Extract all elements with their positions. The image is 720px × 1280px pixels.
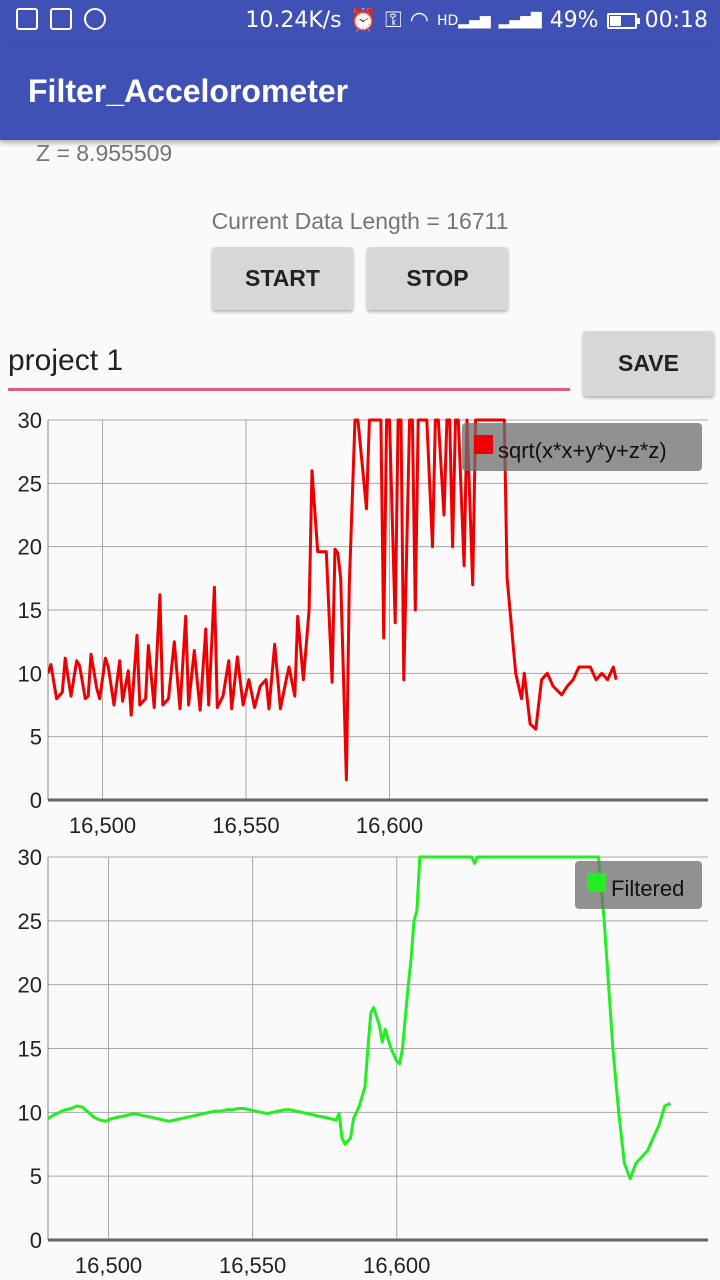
x-tick-label: 16,600 [363,1253,430,1278]
y-tick-label: 10 [18,1100,42,1125]
key-icon: ⚿ [385,8,402,33]
x-tick-label: 16,550 [219,1253,286,1278]
y-tick-label: 25 [18,471,42,496]
x-tick-label: 16,500 [69,813,136,838]
y-tick-label: 30 [18,845,42,870]
y-tick-label: 20 [18,535,42,560]
start-button[interactable]: START [212,247,353,310]
y-tick-label: 0 [30,788,42,813]
filtered-series-line [48,855,672,1181]
project-name-input[interactable]: project 1 [8,334,570,391]
x-tick-label: 16,500 [75,1253,142,1278]
battery-icon [606,12,640,29]
hd-signal-icon: HD▂▄▆ [437,12,491,29]
legend-label: sqrt(x*x+y*y+z*z) [498,438,667,463]
x-tick-label: 16,600 [356,813,423,838]
filtered-chart: 0 5 10 15 20 25 30 16,500 16,550 16,600 Filtered [18,845,708,1278]
y-tick-label: 0 [30,1228,42,1253]
raw-series-line [48,418,618,782]
wifi-icon: ◠ [409,8,429,33]
status-bar-system: 10.24K/s ⏰ ⚿ ◠ HD▂▄▆ ▂▄▆█ 49% 00:18 [245,8,708,33]
data-length-label: Current Data Length = 16711 [211,208,509,234]
z-readout: Z = 8.955509 [36,140,173,166]
y-tick-label: 5 [30,1164,42,1189]
legend-swatch [587,873,606,892]
legend-swatch [474,435,493,454]
y-tick-label: 15 [18,1037,42,1062]
y-tick-label: 10 [18,661,42,686]
net-speed: 10.24K/s [245,8,342,33]
status-bar: 10.24K/s ⏰ ⚿ ◠ HD▂▄▆ ▂▄▆█ 49% 00:18 [0,0,720,44]
y-tick-label: 25 [18,909,42,934]
stop-button[interactable]: STOP [367,247,508,310]
app-bar: Filter_Accelorometer [0,44,720,140]
status-bar-notifications [16,8,106,30]
app-title: Filter_Accelorometer [28,73,349,109]
y-tick-label: 20 [18,973,42,998]
more-icon [84,8,106,30]
clock: 00:18 [644,8,708,33]
y-tick-label: 15 [18,598,42,623]
x-tick-label: 16,550 [212,813,279,838]
raw-magnitude-chart: 0 5 10 15 20 25 30 16,500 16,550 16,600 sqrt(x*x+y… [18,408,708,838]
raw-legend: sqrt(x*x+y*y+z*z) [462,423,702,471]
filtered-legend: Filtered [575,861,702,909]
image-icon [16,8,38,30]
signal-icon: ▂▄▆█ [498,12,542,29]
battery-percent: 49% [549,8,599,33]
y-tick-label: 30 [18,408,42,433]
sd-card-icon [50,8,72,30]
alarm-icon: ⏰ [349,8,378,33]
save-button[interactable]: SAVE [583,331,714,396]
project-name-value: project 1 [8,344,124,377]
legend-label: Filtered [611,876,684,901]
y-tick-label: 5 [30,725,42,750]
